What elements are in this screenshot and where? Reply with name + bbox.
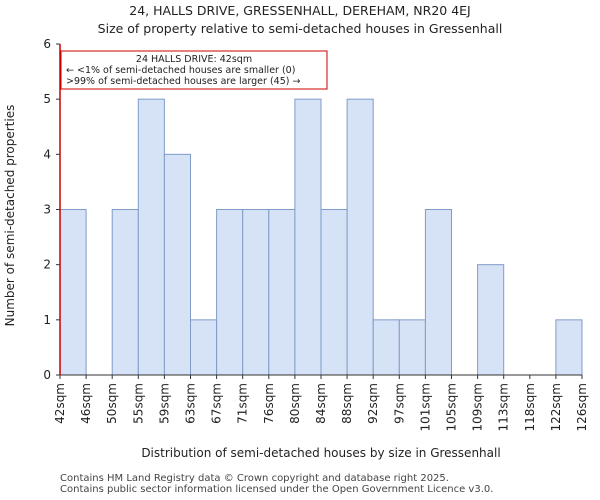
y-tick-label: 4 <box>43 147 51 161</box>
annotation-line-2: ← <1% of semi-detached houses are smalle… <box>66 65 295 76</box>
bar-97sqm <box>398 319 426 376</box>
x-tick-label: 42sqm <box>53 383 67 424</box>
bar-84sqm <box>320 209 348 376</box>
y-axis-label: Number of semi-detached properties <box>3 105 17 327</box>
x-tick-label: 63sqm <box>184 383 198 424</box>
bar-109sqm <box>477 264 505 376</box>
footer-attribution-2: Contains public sector information licen… <box>60 484 494 495</box>
y-tick-label: 5 <box>43 92 51 106</box>
x-tick-label: 50sqm <box>105 383 119 424</box>
annotation-box: 24 HALLS DRIVE: 42sqm ← <1% of semi-deta… <box>60 50 328 90</box>
x-tick-label: 88sqm <box>340 383 354 424</box>
x-tick-label: 55sqm <box>131 383 145 424</box>
annotation-line-3: >99% of semi-detached houses are larger … <box>66 76 300 87</box>
bar-101sqm <box>424 209 452 376</box>
x-tick-label: 76sqm <box>262 383 276 424</box>
bar-42sqm <box>59 209 87 376</box>
y-tick-label: 2 <box>43 258 51 272</box>
y-tick-label: 0 <box>43 368 51 382</box>
x-tick-label: 59sqm <box>157 383 171 424</box>
bar-55sqm <box>137 98 165 376</box>
y-tick-label: 6 <box>43 37 51 51</box>
x-axis-label: Distribution of semi-detached houses by … <box>141 446 500 460</box>
bar-76sqm <box>268 209 296 376</box>
bar-88sqm <box>346 98 374 376</box>
bar-122sqm <box>555 319 583 376</box>
annotation-rect <box>60 50 328 90</box>
bar-80sqm <box>294 98 322 376</box>
x-tick-label: 113sqm <box>497 383 511 431</box>
x-tick-label: 105sqm <box>445 383 459 431</box>
x-tick-label: 97sqm <box>392 383 406 424</box>
x-tick-label: 71sqm <box>236 383 250 424</box>
x-tick-label: 80sqm <box>288 383 302 424</box>
bar-67sqm <box>216 209 244 376</box>
x-tick-label: 122sqm <box>549 383 563 431</box>
bar-92sqm <box>372 319 400 376</box>
y-tick-label: 1 <box>43 313 51 327</box>
x-tick-label: 46sqm <box>79 383 93 424</box>
bar-63sqm <box>190 319 218 376</box>
chart-title: 24, HALLS DRIVE, GRESSENHALL, DEREHAM, N… <box>129 3 471 18</box>
x-tick-label: 101sqm <box>418 383 432 431</box>
x-tick-label: 126sqm <box>575 383 589 431</box>
annotation-line-1: 24 HALLS DRIVE: 42sqm <box>136 54 252 65</box>
chart-subtitle: Size of property relative to semi-detach… <box>97 21 503 36</box>
x-tick-label: 67sqm <box>210 383 224 424</box>
x-tick-label: 109sqm <box>471 383 485 431</box>
bar-71sqm <box>242 209 270 376</box>
bar-50sqm <box>111 209 139 376</box>
x-tick-label: 92sqm <box>366 383 380 424</box>
footer-attribution-1: Contains HM Land Registry data © Crown c… <box>60 473 449 484</box>
x-tick-label: 84sqm <box>314 383 328 424</box>
x-tick-label: 118sqm <box>523 383 537 431</box>
bar-59sqm <box>163 153 191 376</box>
y-tick-label: 3 <box>43 203 51 217</box>
